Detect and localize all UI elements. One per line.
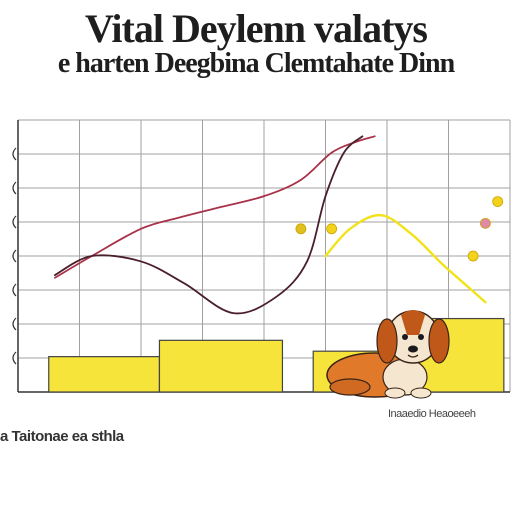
y-axis-tick xyxy=(12,283,17,297)
puppy-ear-right xyxy=(428,318,450,364)
data-point-marker xyxy=(326,223,338,235)
puppy-eye-right xyxy=(418,334,424,340)
data-point-marker xyxy=(479,217,491,229)
puppy-paw-right xyxy=(410,387,432,399)
puppy-eye-left xyxy=(402,334,408,340)
puppy-nose xyxy=(408,345,418,353)
data-point-marker xyxy=(467,250,479,262)
y-axis-tick xyxy=(12,317,17,331)
y-axis-tick xyxy=(12,181,17,195)
chart-area xyxy=(12,119,511,399)
data-point-marker xyxy=(492,196,504,207)
footer-caption-left: a Taitonae ea sthla xyxy=(0,428,124,445)
series-line xyxy=(54,135,364,315)
puppy-leg xyxy=(329,378,371,396)
y-axis-tick xyxy=(12,147,17,161)
puppy-head-patch xyxy=(401,310,425,335)
footer-caption-right: Inaaedio Heaoeeeh xyxy=(388,408,476,420)
y-axis-tick xyxy=(12,249,17,263)
puppy-paw-left xyxy=(384,387,406,399)
y-axis-tick xyxy=(12,215,17,229)
puppy-illustration xyxy=(326,310,450,399)
puppy-ear-left xyxy=(376,318,398,364)
series-line xyxy=(54,135,376,279)
series-line xyxy=(324,213,487,304)
chart-header: Vital Deylenn valatys e harten Deegbina … xyxy=(0,8,512,78)
chart-title: Vital Deylenn valatys xyxy=(85,6,428,51)
chart-subtitle: e harten Deegbina Clemtahate Dinn xyxy=(57,48,455,79)
data-point-marker xyxy=(295,223,307,235)
puppy-mouth xyxy=(407,354,419,358)
bar xyxy=(48,356,161,393)
y-axis-tick xyxy=(12,351,17,365)
bar xyxy=(158,339,284,393)
